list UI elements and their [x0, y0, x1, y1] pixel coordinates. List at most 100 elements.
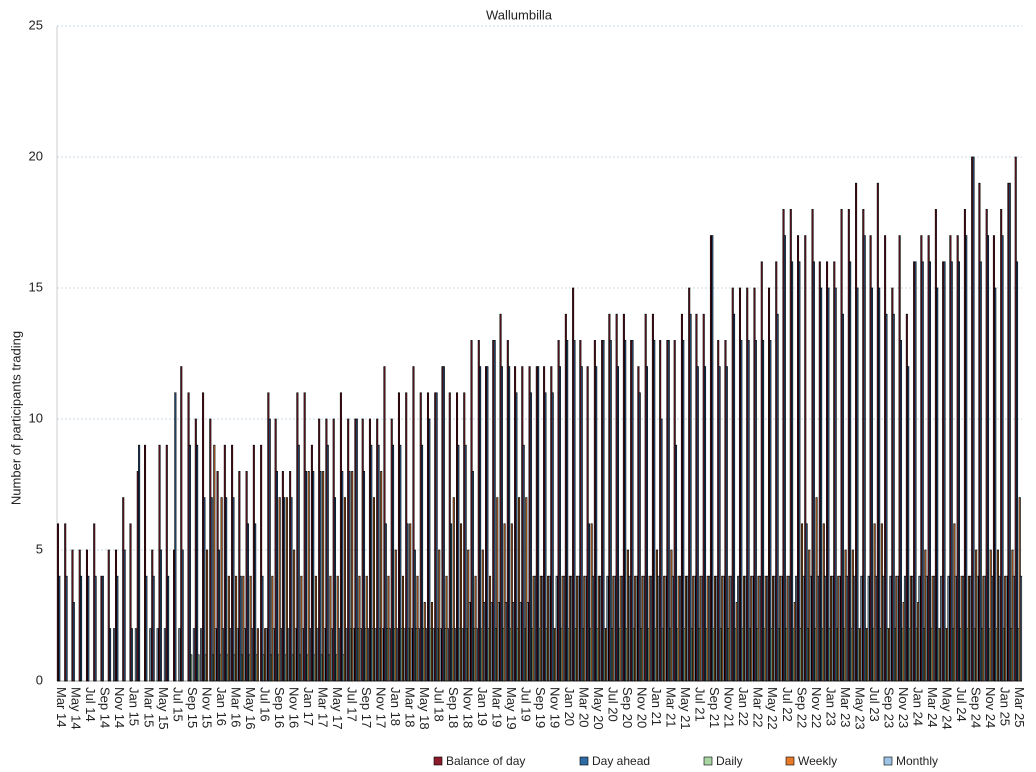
bar: [200, 628, 203, 682]
y-tick-label: 10: [29, 410, 43, 425]
bar: [991, 575, 994, 682]
bar: [845, 575, 848, 682]
bar: [653, 340, 656, 682]
bar: [165, 444, 168, 682]
legend-label: Weekly: [798, 754, 837, 768]
bar: [620, 575, 623, 682]
bar: [660, 418, 663, 682]
bar: [577, 575, 580, 682]
x-tick-label: May 24: [939, 687, 954, 730]
bar: [812, 261, 815, 682]
bar: [580, 366, 583, 682]
x-tick-label: Nov 20: [635, 687, 650, 728]
bar: [206, 549, 209, 682]
bar: [820, 287, 823, 682]
bar: [522, 444, 525, 682]
bar: [450, 523, 453, 682]
bar: [287, 628, 290, 682]
x-tick-label: Jul 21: [693, 687, 708, 722]
bar: [907, 366, 910, 682]
bar: [544, 392, 547, 682]
bar: [689, 313, 692, 682]
bar: [283, 497, 286, 682]
bar: [94, 575, 97, 682]
x-tick-label: Sep 19: [533, 687, 548, 728]
bar: [394, 549, 397, 682]
chart-title: Wallumbilla: [486, 7, 553, 22]
bar: [878, 287, 881, 682]
bar: [762, 340, 765, 682]
bar: [892, 313, 895, 682]
bar: [159, 549, 162, 682]
x-tick-label: Nov 23: [896, 687, 911, 728]
bar: [555, 575, 558, 682]
x-tick-label: May 17: [330, 687, 345, 730]
bar: [446, 628, 449, 682]
bar: [464, 444, 467, 682]
bar: [841, 313, 844, 682]
x-tick-label: Sep 20: [620, 687, 635, 728]
bar: [744, 575, 747, 682]
x-tick-label: Sep 16: [272, 687, 287, 728]
bar: [686, 575, 689, 682]
bar: [722, 575, 725, 682]
bar: [979, 261, 982, 682]
bar: [657, 575, 660, 682]
bar: [123, 549, 126, 682]
bar: [838, 575, 841, 682]
bar: [380, 471, 383, 682]
bar: [783, 235, 786, 682]
bar: [853, 575, 856, 682]
bar: [885, 313, 888, 682]
bar: [163, 628, 166, 682]
bar: [490, 602, 493, 682]
bar: [708, 575, 711, 682]
bar: [337, 628, 341, 682]
bar: [950, 261, 953, 682]
bar: [352, 628, 355, 682]
bar: [496, 497, 499, 682]
bar: [351, 471, 354, 682]
bar: [965, 235, 968, 682]
bar: [1008, 182, 1011, 682]
bar: [403, 628, 406, 682]
bar: [294, 628, 297, 682]
bar: [766, 575, 769, 682]
bar: [116, 575, 119, 682]
bar: [696, 366, 699, 682]
bar: [1020, 575, 1023, 682]
bar: [526, 602, 529, 682]
bar: [486, 366, 489, 682]
x-tick-label: Nov 24: [983, 687, 998, 728]
bar: [983, 575, 986, 682]
bar: [642, 575, 645, 682]
x-tick-label: Jan 20: [562, 687, 577, 726]
x-tick-label: Jul 16: [257, 687, 272, 722]
bar: [566, 340, 569, 682]
bar: [250, 628, 253, 682]
x-tick-label: Sep 18: [446, 687, 461, 728]
x-tick-label: Nov 17: [373, 687, 388, 728]
bar: [831, 575, 834, 682]
bar: [152, 575, 155, 682]
bar: [824, 575, 827, 682]
bar: [316, 628, 319, 682]
bar: [460, 523, 463, 682]
bar: [452, 497, 455, 682]
bar: [341, 471, 344, 682]
bar: [210, 497, 213, 682]
bar: [529, 392, 532, 682]
bar: [693, 575, 696, 682]
bar: [664, 575, 667, 682]
bar: [130, 628, 133, 682]
bar: [518, 497, 521, 682]
y-tick-label: 0: [36, 672, 43, 687]
bar: [635, 575, 638, 682]
bar: [809, 575, 812, 682]
x-tick-label: Sep 21: [707, 687, 722, 728]
bar: [715, 575, 718, 682]
y-tick-label: 20: [29, 148, 43, 163]
bar: [345, 628, 348, 682]
y-tick-label: 15: [29, 279, 43, 294]
x-tick-label: Jan 23: [823, 687, 838, 726]
